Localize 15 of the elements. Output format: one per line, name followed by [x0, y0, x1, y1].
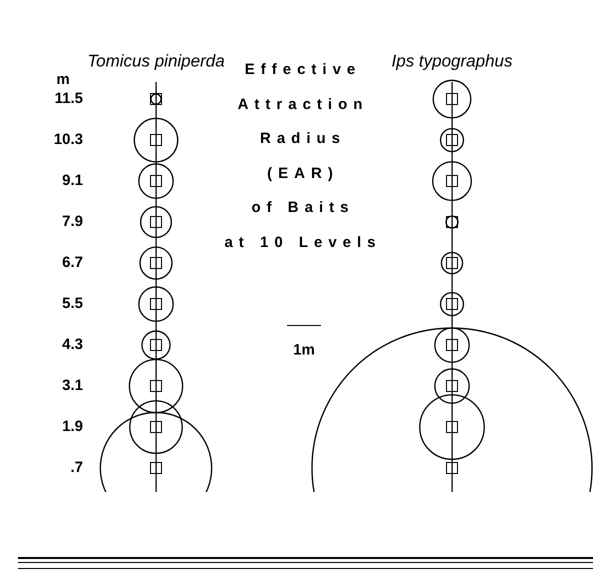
- y-tick-label: 7.9: [62, 213, 83, 230]
- y-tick-label: .7: [70, 459, 83, 476]
- y-axis-title: m: [56, 71, 70, 88]
- y-tick-label: 4.3: [62, 336, 83, 354]
- y-tick-label: 1.9: [62, 418, 83, 436]
- x-tick-label: Tomicus piniperda: [87, 52, 225, 71]
- y-tick-label: 11.5: [54, 90, 83, 108]
- y-tick-label: 9.1: [62, 172, 83, 190]
- annotation: 1m: [293, 342, 315, 359]
- y-tick-label: 6.7: [62, 254, 83, 272]
- y-tick-label: 10.3: [54, 131, 83, 148]
- y-tick-label: 3.1: [62, 377, 83, 394]
- y-tick-label: 5.5: [62, 295, 83, 312]
- text: Effective Attraction Radius (EAR) of Baits at 10 Levels: [224, 61, 382, 250]
- x-tick-label: Ips typographus: [392, 52, 513, 71]
